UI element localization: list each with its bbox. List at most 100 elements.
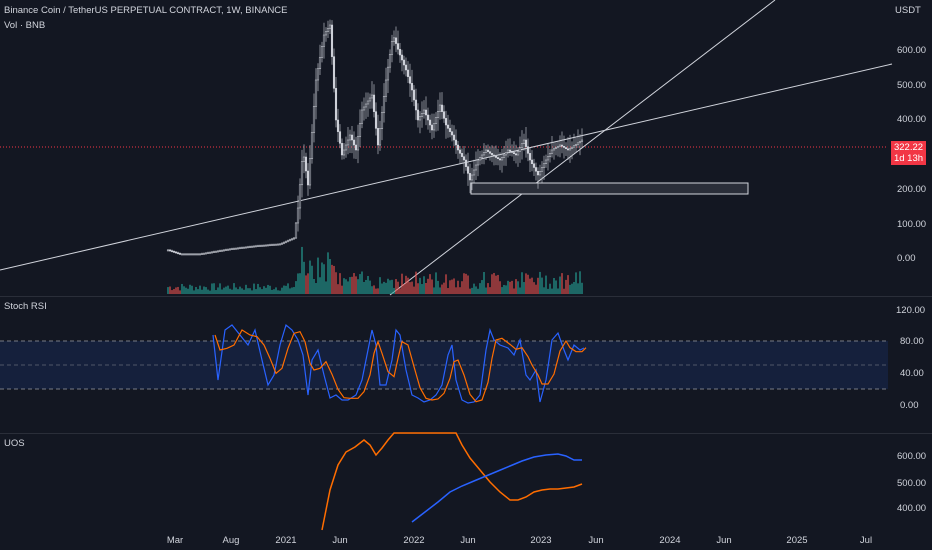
candle-body [350, 134, 354, 141]
time-label: 2024 [659, 535, 681, 546]
candle-body [362, 106, 366, 111]
candle-body [380, 112, 384, 129]
volume-bar [489, 287, 491, 294]
candle-body [232, 248, 236, 250]
volume-bar [563, 288, 565, 294]
volume-bar [473, 283, 475, 294]
volume-bar [515, 279, 517, 294]
volume-bar [323, 264, 325, 294]
pane-separator-main[interactable] [0, 296, 932, 297]
candle-body [478, 157, 482, 161]
candle-body [218, 250, 222, 252]
volume-bar [417, 283, 419, 294]
candle-body [258, 245, 262, 247]
volume-bar [441, 284, 443, 294]
last-price-badge[interactable]: 322.22 1d 13h [891, 141, 926, 165]
volume-bar [321, 262, 323, 294]
volume-bar [211, 283, 213, 294]
currency-label: USDT [895, 5, 921, 16]
time-label: 2025 [786, 535, 808, 546]
candle-body [522, 139, 526, 144]
volume-bar [491, 274, 493, 294]
candle-body [572, 145, 576, 148]
candle-body [198, 253, 202, 256]
candle-body [432, 123, 436, 131]
candle-body [272, 244, 276, 246]
candle-body [436, 111, 440, 118]
volume-bar [269, 285, 271, 294]
price-tick: 400.00 [897, 114, 927, 125]
stoch-rsi-legend[interactable]: Stoch RSI [4, 301, 47, 312]
volume-bar [425, 282, 427, 294]
candle-body [366, 100, 370, 105]
volume-bar [181, 283, 183, 294]
uos-tick: 500.00 [897, 478, 927, 489]
candle-body [370, 94, 374, 99]
price-tick: 100.00 [897, 219, 927, 230]
candle-body [224, 249, 228, 251]
candle-body [422, 109, 426, 114]
candle-body [228, 248, 232, 251]
uos-legend[interactable]: UOS [4, 438, 25, 449]
candle-body [556, 146, 560, 148]
volume-bar [183, 286, 185, 294]
candle-body [236, 247, 240, 250]
volume-bar [547, 288, 549, 294]
candle-body [330, 24, 334, 57]
candle-body [332, 56, 336, 89]
volume-bar [403, 283, 405, 294]
time-label: Jun [716, 535, 732, 546]
candle-body [496, 157, 500, 159]
candle-body [230, 248, 234, 251]
volume-bar [221, 289, 223, 294]
candle-body [388, 54, 392, 68]
volume-bar [251, 290, 253, 294]
candle-body [420, 113, 424, 117]
volume-bar [227, 285, 229, 294]
candle-body [438, 104, 442, 112]
volume-bar [171, 290, 173, 294]
candle-body [446, 124, 450, 129]
volume-bar [391, 279, 393, 294]
candle-body [210, 251, 214, 254]
candle-body [204, 252, 208, 255]
candle-body [550, 149, 554, 154]
volume-bar [449, 280, 451, 294]
candle-body [568, 148, 572, 151]
candle-body [200, 253, 204, 255]
candle-body [238, 247, 242, 250]
candle-body [490, 153, 494, 156]
candle-body [382, 96, 386, 113]
candle-body [444, 118, 448, 126]
candle-body [440, 104, 444, 112]
candle-body [470, 174, 474, 181]
volume-bar [243, 289, 245, 294]
pane-separator-stoch[interactable] [0, 433, 932, 434]
candle-body [282, 242, 286, 244]
volume-bar [167, 287, 169, 294]
volume-bar [401, 273, 403, 294]
volume-bar [189, 284, 191, 294]
candle-body [216, 250, 220, 253]
time-label: Jul [859, 535, 873, 546]
candle-body [348, 134, 352, 141]
volume-bar [415, 271, 417, 294]
candle-body [270, 244, 274, 246]
volume-bar [209, 290, 211, 294]
candle-body [402, 59, 406, 66]
candle-body [316, 68, 320, 81]
candle-body [404, 64, 408, 71]
volume-bar [455, 287, 457, 294]
volume-bar [451, 279, 453, 294]
candle-body [320, 46, 324, 58]
volume-bar [579, 271, 581, 294]
symbol-legend[interactable]: Binance Coin / TetherUS PERPETUAL CONTRA… [4, 5, 288, 16]
volume-bar [193, 290, 195, 294]
volume-bar [357, 279, 359, 294]
volume-legend[interactable]: Vol · BNB [4, 20, 46, 31]
volume-bar [465, 273, 467, 294]
volume-bar [217, 287, 219, 294]
candle-body [306, 170, 310, 186]
volume-bar [349, 277, 351, 294]
